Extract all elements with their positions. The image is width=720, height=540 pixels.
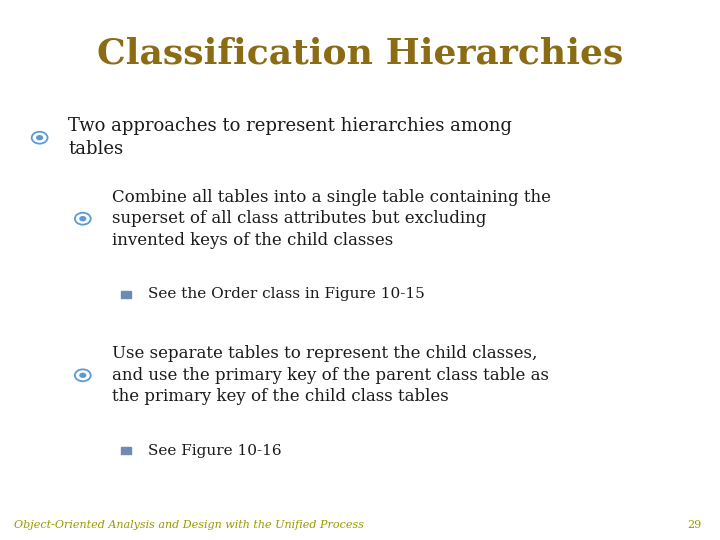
Circle shape <box>79 216 86 221</box>
Circle shape <box>36 135 43 140</box>
Bar <box>121 447 131 455</box>
Text: Classification Hierarchies: Classification Hierarchies <box>96 37 624 71</box>
Text: See the Order class in Figure 10-15: See the Order class in Figure 10-15 <box>148 287 424 301</box>
Circle shape <box>79 373 86 378</box>
Text: See Figure 10-16: See Figure 10-16 <box>148 444 282 458</box>
Bar <box>121 291 131 298</box>
Text: Two approaches to represent hierarchies among
tables: Two approaches to represent hierarchies … <box>68 117 513 158</box>
Text: 29: 29 <box>688 520 702 530</box>
Text: Use separate tables to represent the child classes,
and use the primary key of t: Use separate tables to represent the chi… <box>112 345 549 406</box>
Text: Combine all tables into a single table containing the
superset of all class attr: Combine all tables into a single table c… <box>112 188 551 249</box>
Text: Object-Oriented Analysis and Design with the Unified Process: Object-Oriented Analysis and Design with… <box>14 520 364 530</box>
